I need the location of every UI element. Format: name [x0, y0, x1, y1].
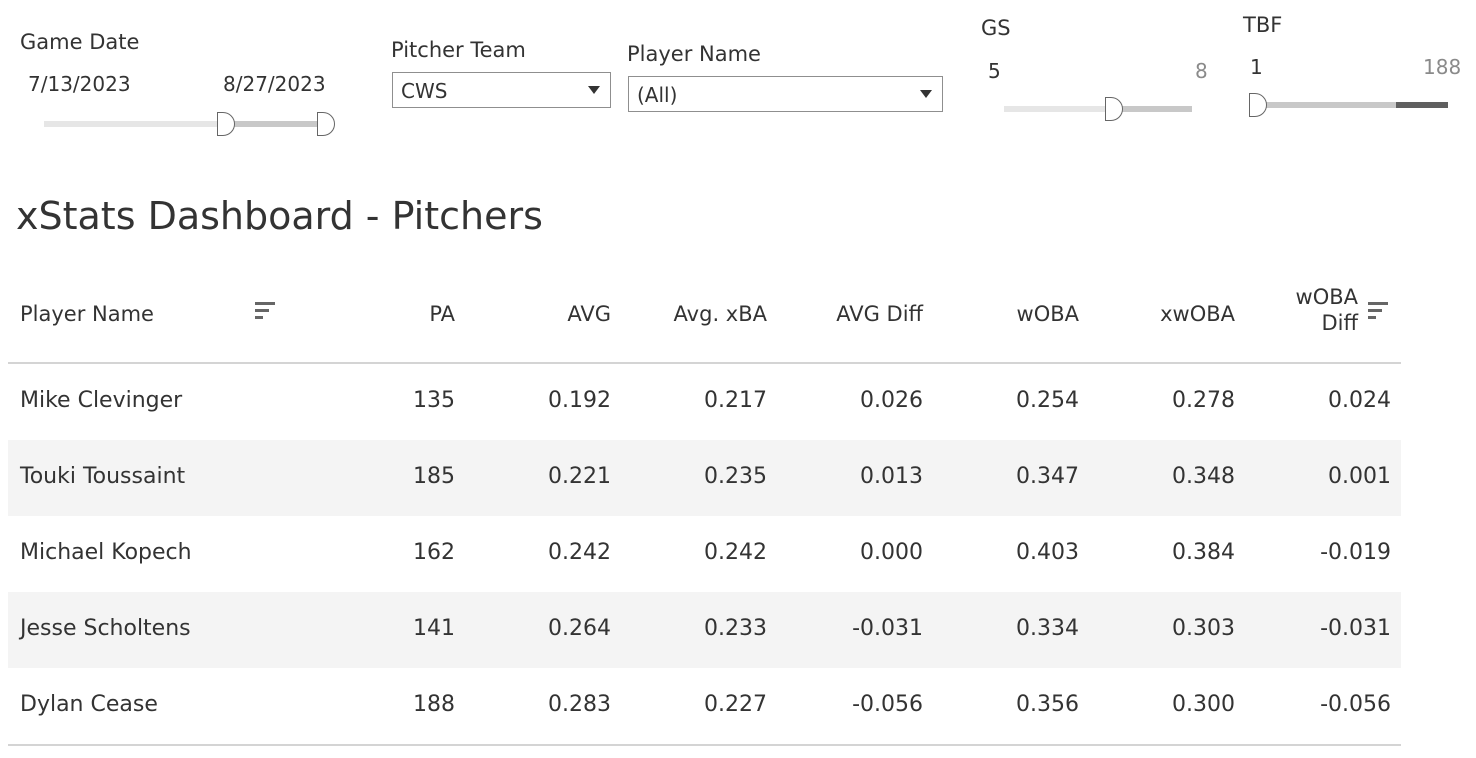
cell-woba-diff: -0.019: [1320, 540, 1391, 565]
tbf-min: 1: [1250, 55, 1263, 79]
gs-label: GS: [981, 16, 1011, 40]
cell-avg: 0.283: [548, 692, 611, 717]
game-date-slider-track[interactable]: [44, 121, 334, 127]
cell-player-name: Michael Kopech: [20, 540, 192, 565]
header-woba-diff-line1: wOBA: [1295, 285, 1358, 309]
gs-min-handle[interactable]: [1105, 97, 1123, 121]
pitcher-team-label: Pitcher Team: [391, 38, 526, 62]
cell-xba: 0.227: [704, 692, 767, 717]
header-woba-diff-line2: Diff: [1321, 311, 1358, 335]
table-row[interactable]: Mike Clevinger 135 0.192 0.217 0.026 0.2…: [8, 364, 1401, 440]
cell-pa: 188: [413, 692, 455, 717]
header-avg[interactable]: AVG: [567, 302, 611, 326]
cell-avg-diff: -0.031: [852, 616, 923, 641]
pitcher-team-value: CWS: [401, 79, 448, 103]
cell-woba-diff: -0.056: [1320, 692, 1391, 717]
pitcher-team-dropdown[interactable]: CWS: [392, 72, 611, 108]
caret-down-icon: [588, 86, 600, 94]
cell-avg-diff: 0.000: [860, 540, 923, 565]
cell-woba: 0.356: [1016, 692, 1079, 717]
table-header: Player Name PA AVG Avg. xBA AVG Diff wOB…: [8, 270, 1401, 364]
game-date-end: 8/27/2023: [223, 72, 326, 96]
cell-xwoba: 0.300: [1172, 692, 1235, 717]
cell-xba: 0.217: [704, 388, 767, 413]
dashboard-title: xStats Dashboard - Pitchers: [16, 194, 543, 238]
player-name-value: (All): [637, 83, 678, 107]
table-bottom-border: [8, 744, 1401, 746]
caret-down-icon: [920, 90, 932, 98]
cell-xwoba: 0.348: [1172, 464, 1235, 489]
cell-avg: 0.192: [548, 388, 611, 413]
cell-pa: 141: [413, 616, 455, 641]
cell-avg-diff: -0.056: [852, 692, 923, 717]
player-name-dropdown[interactable]: (All): [628, 76, 943, 112]
cell-woba-diff: 0.024: [1328, 388, 1391, 413]
table-row[interactable]: Dylan Cease 188 0.283 0.227 -0.056 0.356…: [8, 668, 1401, 744]
table-row[interactable]: Jesse Scholtens 141 0.264 0.233 -0.031 0…: [8, 592, 1401, 668]
header-avg-diff[interactable]: AVG Diff: [836, 302, 923, 326]
cell-player-name: Dylan Cease: [20, 692, 158, 717]
gs-slider-track[interactable]: [1004, 106, 1192, 112]
gs-min: 5: [988, 59, 1001, 83]
header-xba[interactable]: Avg. xBA: [673, 302, 767, 326]
game-date-start: 7/13/2023: [28, 72, 131, 96]
cell-xba: 0.242: [704, 540, 767, 565]
gs-max: 8: [1195, 59, 1208, 83]
cell-avg: 0.221: [548, 464, 611, 489]
tbf-label: TBF: [1243, 13, 1283, 37]
cell-pa: 162: [413, 540, 455, 565]
cell-woba: 0.334: [1016, 616, 1079, 641]
game-date-label: Game Date: [20, 30, 140, 54]
header-pa[interactable]: PA: [429, 302, 455, 326]
cell-pa: 185: [413, 464, 455, 489]
cell-avg: 0.264: [548, 616, 611, 641]
sort-icon[interactable]: [255, 302, 277, 322]
pitchers-table: Player Name PA AVG Avg. xBA AVG Diff wOB…: [8, 270, 1401, 746]
header-woba[interactable]: wOBA: [1016, 302, 1079, 326]
game-date-end-handle[interactable]: [317, 112, 335, 136]
game-date-slider-selection: [226, 121, 326, 127]
cell-woba-diff: -0.031: [1320, 616, 1391, 641]
cell-woba: 0.403: [1016, 540, 1079, 565]
cell-avg: 0.242: [548, 540, 611, 565]
cell-xba: 0.233: [704, 616, 767, 641]
cell-woba-diff: 0.001: [1328, 464, 1391, 489]
tbf-min-handle[interactable]: [1249, 93, 1267, 117]
tbf-slider-unselected: [1396, 102, 1448, 108]
game-date-start-handle[interactable]: [217, 112, 235, 136]
header-player-name[interactable]: Player Name: [20, 302, 154, 326]
tbf-slider-track[interactable]: [1258, 102, 1398, 108]
cell-xwoba: 0.278: [1172, 388, 1235, 413]
cell-avg-diff: 0.013: [860, 464, 923, 489]
table-row[interactable]: Touki Toussaint 185 0.221 0.235 0.013 0.…: [8, 440, 1401, 516]
cell-xwoba: 0.303: [1172, 616, 1235, 641]
table-row[interactable]: Michael Kopech 162 0.242 0.242 0.000 0.4…: [8, 516, 1401, 592]
cell-player-name: Jesse Scholtens: [20, 616, 191, 641]
player-name-label: Player Name: [627, 42, 761, 66]
cell-xwoba: 0.384: [1172, 540, 1235, 565]
cell-woba: 0.347: [1016, 464, 1079, 489]
header-xwoba[interactable]: xwOBA: [1160, 302, 1235, 326]
cell-player-name: Touki Toussaint: [20, 464, 186, 489]
tbf-max: 188: [1423, 55, 1462, 79]
cell-avg-diff: 0.026: [860, 388, 923, 413]
sort-icon[interactable]: [1368, 302, 1390, 322]
cell-pa: 135: [413, 388, 455, 413]
cell-player-name: Mike Clevinger: [20, 388, 183, 413]
header-woba-diff[interactable]: wOBA Diff: [1278, 284, 1358, 336]
gs-slider-selection: [1114, 106, 1192, 112]
cell-woba: 0.254: [1016, 388, 1079, 413]
cell-xba: 0.235: [704, 464, 767, 489]
